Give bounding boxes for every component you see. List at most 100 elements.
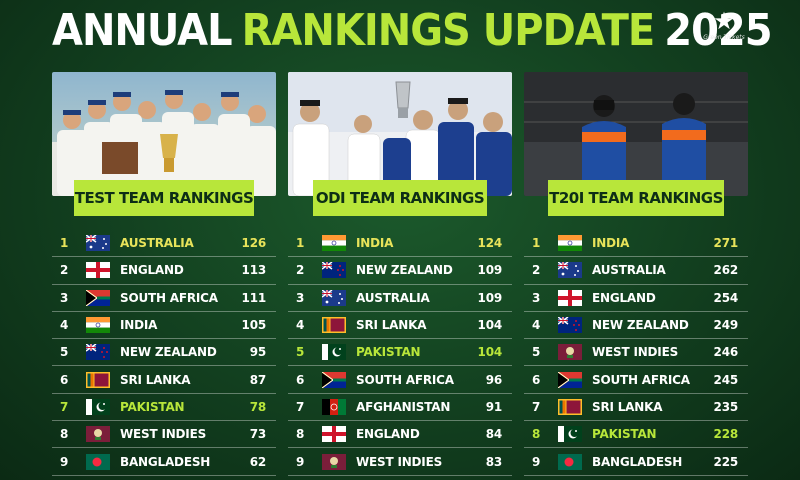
rank: 9 (60, 454, 69, 469)
table-row: 1 INDIA 124 (288, 230, 512, 258)
team-name: ENGLAND (592, 290, 656, 305)
team-name: NEW ZEALAND (120, 345, 217, 360)
table-row: 3 ENGLAND 254 (524, 285, 748, 312)
table-row: 7 PAKISTAN 78 (52, 394, 276, 422)
rank: 9 (532, 454, 541, 469)
team-name: SRI LANKA (120, 372, 191, 387)
table-row: 3 AUSTRALIA 109 (288, 285, 512, 312)
points: 96 (485, 372, 503, 387)
team-name: WEST INDIES (592, 345, 679, 360)
rank: 7 (60, 399, 69, 414)
team-name: NEW ZEALAND (592, 318, 689, 333)
england-flag-icon (86, 262, 110, 279)
bangladesh-flag-icon (558, 453, 582, 470)
pakistan-flag-icon (86, 398, 110, 415)
rank: 3 (296, 290, 305, 305)
table-row: 7 SRI LANKA 235 (524, 394, 748, 422)
table-row: 8 ENGLAND 84 (288, 421, 512, 449)
test-rankings-title: TEST TEAM RANKINGS (74, 180, 254, 216)
brand-logo: ★ Green Tickets (700, 8, 748, 48)
points: 62 (249, 454, 267, 469)
team-name: AUSTRALIA (592, 263, 666, 278)
table-row: 5 WEST INDIES 246 (524, 339, 748, 367)
points: 87 (249, 372, 267, 387)
rank: 1 (532, 236, 541, 251)
table-row: 4 NEW ZEALAND 249 (524, 312, 748, 340)
team-name: PAKISTAN (120, 399, 185, 414)
title-rankings-update: RANKINGS UPDATE (241, 6, 656, 56)
table-row: 9 BANGLADESH 225 (524, 448, 748, 476)
team-name: AUSTRALIA (356, 290, 430, 305)
rank: 9 (296, 454, 305, 469)
sri-lanka-flag-icon (322, 317, 346, 334)
pakistan-flag-icon (558, 426, 582, 443)
afghanistan-flag-icon (322, 398, 346, 415)
rank: 3 (532, 290, 541, 305)
rank: 2 (296, 263, 305, 278)
points: 228 (713, 427, 739, 442)
table-row: 9 BANGLADESH 62 (52, 448, 276, 476)
team-name: SOUTH AFRICA (592, 372, 690, 387)
title-year: 2025 (664, 6, 772, 56)
team-name: SRI LANKA (592, 399, 663, 414)
points: 254 (713, 290, 739, 305)
table-row: 3 SOUTH AFRICA 111 (52, 285, 276, 312)
table-row: 2 NEW ZEALAND 109 (288, 257, 512, 285)
australia-flag-icon (558, 262, 582, 279)
australia-flag-icon (322, 289, 346, 306)
south-africa-flag-icon (322, 371, 346, 388)
table-row: 2 AUSTRALIA 262 (524, 257, 748, 285)
west-indies-flag-icon (86, 426, 110, 443)
table-row: 6 SOUTH AFRICA 96 (288, 366, 512, 394)
points: 105 (241, 318, 267, 333)
points: 249 (713, 318, 739, 333)
table-row: 5 NEW ZEALAND 95 (52, 339, 276, 367)
team-name: ENGLAND (356, 427, 420, 442)
test-rankings-panel: TEST TEAM RANKINGS 1 AUSTRALIA 126 2 ENG… (52, 72, 276, 480)
test-team-photo (52, 72, 276, 196)
odi-rankings-title: ODI TEAM RANKINGS (313, 180, 487, 216)
odi-rankings-panel: ODI TEAM RANKINGS 1 INDIA 124 2 NEW ZEAL… (288, 72, 512, 480)
test-rankings-list: 1 AUSTRALIA 126 2 ENGLAND 113 3 SOUTH AF… (52, 230, 276, 476)
india-flag-icon (558, 235, 582, 252)
england-flag-icon (322, 426, 346, 443)
team-name: WEST INDIES (356, 454, 443, 469)
points: 109 (477, 290, 503, 305)
rank: 4 (60, 318, 69, 333)
south-africa-flag-icon (86, 289, 110, 306)
rank: 7 (296, 399, 305, 414)
points: 225 (713, 454, 739, 469)
t20i-rankings-list: 1 INDIA 271 2 AUSTRALIA 262 3 ENGLAND 25… (524, 230, 748, 476)
logo-text: Green Tickets (703, 34, 745, 41)
india-flag-icon (322, 235, 346, 252)
team-name: SRI LANKA (356, 318, 427, 333)
points: 246 (713, 345, 739, 360)
rank: 8 (532, 427, 541, 442)
table-row: 2 ENGLAND 113 (52, 257, 276, 285)
sri-lanka-flag-icon (558, 398, 582, 415)
page-title: ANNUAL RANKINGS UPDATE 2025 (52, 2, 773, 60)
team-name: PAKISTAN (592, 427, 657, 442)
team-name: ENGLAND (120, 263, 184, 278)
points: 109 (477, 263, 503, 278)
table-row: 8 PAKISTAN 228 (524, 421, 748, 449)
team-name: BANGLADESH (120, 454, 211, 469)
new-zealand-flag-icon (558, 317, 582, 334)
points: 124 (477, 236, 503, 251)
points: 83 (485, 454, 503, 469)
star-logo-icon: ★ (713, 7, 735, 35)
t20i-rankings-panel: T20I TEAM RANKINGS 1 INDIA 271 2 AUSTRAL… (524, 72, 748, 480)
south-africa-flag-icon (558, 371, 582, 388)
rank: 1 (60, 236, 69, 251)
points: 78 (249, 399, 267, 414)
team-name: AUSTRALIA (120, 236, 194, 251)
points: 104 (477, 318, 503, 333)
pakistan-flag-icon (322, 344, 346, 361)
table-row: 8 WEST INDIES 73 (52, 421, 276, 449)
rank: 1 (296, 236, 305, 251)
england-flag-icon (558, 289, 582, 306)
table-row: 1 AUSTRALIA 126 (52, 230, 276, 258)
bangladesh-flag-icon (86, 453, 110, 470)
team-name: AFGHANISTAN (356, 399, 451, 414)
odi-team-photo (288, 72, 512, 196)
